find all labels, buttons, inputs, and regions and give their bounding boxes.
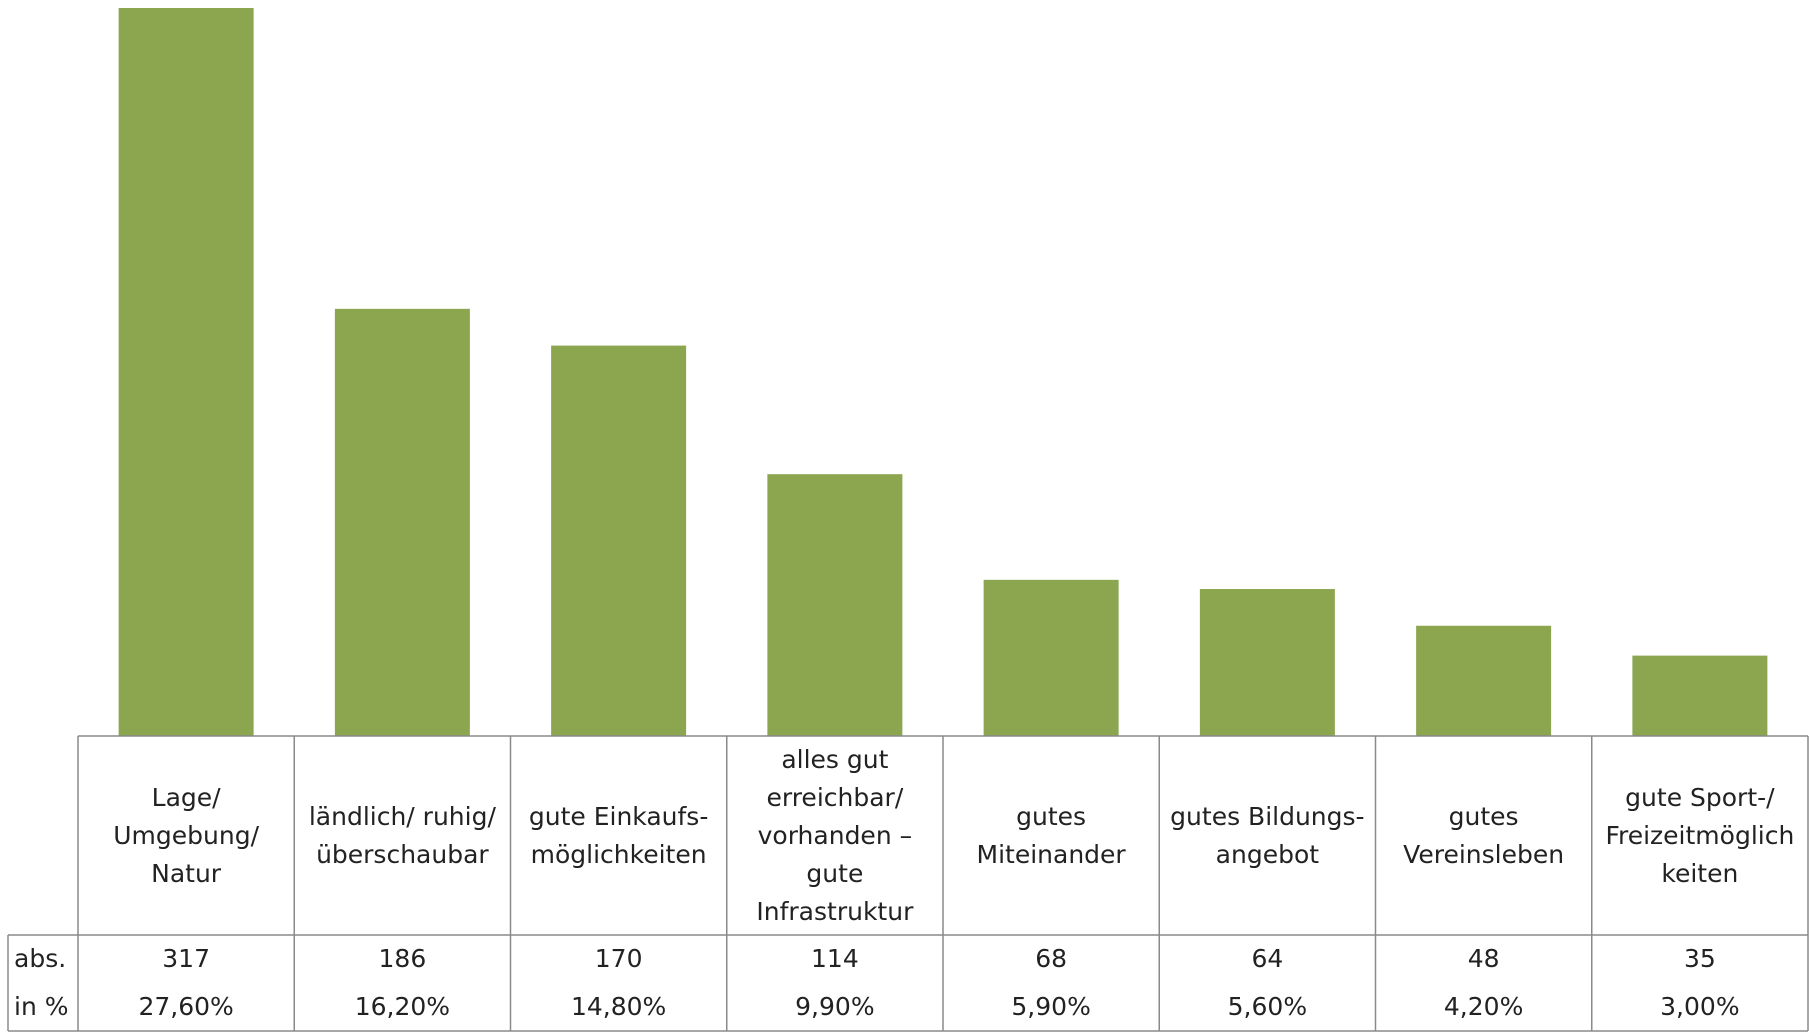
percent-value-cell: 3,00% (1660, 991, 1740, 1021)
category-label: Lage/ Umgebung/ Natur (113, 783, 259, 888)
percent-value-cell: 4,20% (1443, 991, 1524, 1021)
abs-value-cell: 68 (1035, 943, 1068, 973)
abs-value-cell: 35 (1683, 943, 1716, 973)
bar (118, 8, 254, 736)
bar (767, 474, 903, 736)
category-label: gutes Bildungs- angebot (1170, 802, 1365, 869)
abs-value-cell: 64 (1251, 943, 1284, 973)
category-label: gutes Vereinsleben (1403, 802, 1565, 869)
bar (1632, 655, 1768, 736)
category-label: gutes Miteinander (976, 802, 1126, 869)
abs-value-cell: 317 (162, 943, 210, 973)
bar (983, 579, 1119, 736)
abs-value-cell: 170 (594, 943, 643, 973)
percent-value-cell: 14,80% (570, 991, 667, 1021)
bar (334, 308, 470, 736)
abs-value-cell: 48 (1467, 943, 1500, 973)
row-label-percent: in % (14, 991, 69, 1021)
percent-value-cell: 5,90% (1011, 991, 1091, 1021)
category-label: gute Einkaufs- möglichkeiten (528, 802, 709, 869)
bar (551, 345, 687, 736)
category-label: gute Sport-/ Freizeitmöglich keiten (1605, 783, 1795, 888)
bar (1199, 589, 1335, 736)
category-label: ländlich/ ruhig/ überschaubar (308, 802, 496, 869)
percent-value-cell: 5,60% (1227, 991, 1308, 1021)
percent-value-cell: 27,60% (138, 991, 234, 1021)
row-label-abs: abs. (14, 943, 67, 973)
percent-value-cell: 9,90% (795, 991, 875, 1021)
percent-value-cell: 16,20% (354, 991, 451, 1021)
abs-value-cell: 114 (811, 943, 859, 973)
category-label: alles gut erreichbar/ vorhanden – gute I… (756, 745, 914, 926)
abs-value-cell: 186 (378, 943, 427, 973)
bar (1416, 625, 1552, 736)
